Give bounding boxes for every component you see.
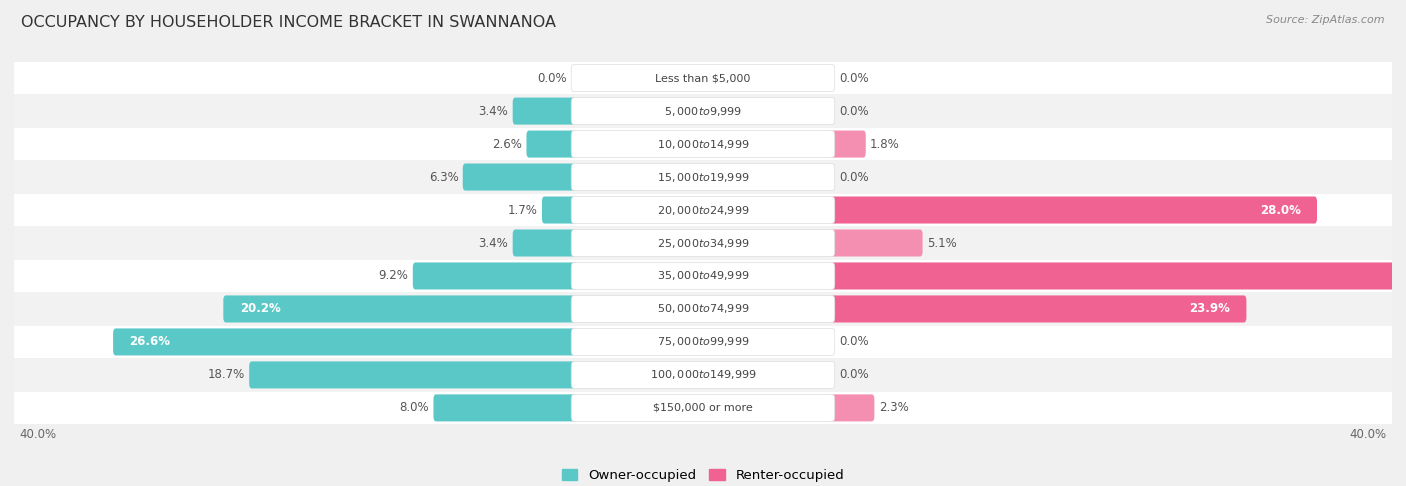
FancyBboxPatch shape: [571, 262, 835, 290]
FancyBboxPatch shape: [571, 394, 835, 421]
Text: $50,000 to $74,999: $50,000 to $74,999: [657, 302, 749, 315]
Text: $35,000 to $49,999: $35,000 to $49,999: [657, 269, 749, 282]
Text: $15,000 to $19,999: $15,000 to $19,999: [657, 171, 749, 184]
Text: 40.0%: 40.0%: [20, 428, 56, 441]
FancyBboxPatch shape: [513, 98, 576, 124]
Text: 3.4%: 3.4%: [478, 237, 509, 249]
Text: OCCUPANCY BY HOUSEHOLDER INCOME BRACKET IN SWANNANOA: OCCUPANCY BY HOUSEHOLDER INCOME BRACKET …: [21, 15, 557, 30]
Text: 23.9%: 23.9%: [1189, 302, 1230, 315]
FancyBboxPatch shape: [830, 229, 922, 257]
FancyBboxPatch shape: [830, 196, 1317, 224]
FancyBboxPatch shape: [14, 260, 1392, 292]
FancyBboxPatch shape: [14, 359, 1392, 391]
Text: 0.0%: 0.0%: [839, 71, 869, 85]
FancyBboxPatch shape: [14, 227, 1392, 259]
FancyBboxPatch shape: [513, 229, 576, 257]
Text: 2.6%: 2.6%: [492, 138, 522, 151]
Text: 3.4%: 3.4%: [478, 104, 509, 118]
FancyBboxPatch shape: [830, 131, 866, 157]
Text: 6.3%: 6.3%: [429, 171, 458, 184]
Text: 1.7%: 1.7%: [508, 204, 537, 217]
FancyBboxPatch shape: [413, 262, 576, 290]
Legend: Owner-occupied, Renter-occupied: Owner-occupied, Renter-occupied: [557, 464, 849, 486]
Text: $75,000 to $99,999: $75,000 to $99,999: [657, 335, 749, 348]
Text: $20,000 to $24,999: $20,000 to $24,999: [657, 204, 749, 217]
Text: $5,000 to $9,999: $5,000 to $9,999: [664, 104, 742, 118]
Text: 0.0%: 0.0%: [839, 104, 869, 118]
FancyBboxPatch shape: [571, 98, 835, 124]
FancyBboxPatch shape: [571, 163, 835, 191]
FancyBboxPatch shape: [571, 65, 835, 92]
FancyBboxPatch shape: [830, 295, 1246, 323]
FancyBboxPatch shape: [112, 329, 576, 355]
FancyBboxPatch shape: [14, 62, 1392, 94]
Text: 0.0%: 0.0%: [839, 171, 869, 184]
FancyBboxPatch shape: [830, 262, 1406, 290]
Text: 5.1%: 5.1%: [927, 237, 956, 249]
FancyBboxPatch shape: [541, 196, 576, 224]
Text: Less than $5,000: Less than $5,000: [655, 73, 751, 83]
FancyBboxPatch shape: [571, 295, 835, 323]
FancyBboxPatch shape: [571, 229, 835, 257]
FancyBboxPatch shape: [14, 392, 1392, 424]
Text: 0.0%: 0.0%: [839, 368, 869, 382]
Text: 0.0%: 0.0%: [839, 335, 869, 348]
Text: 0.0%: 0.0%: [537, 71, 567, 85]
FancyBboxPatch shape: [14, 95, 1392, 127]
FancyBboxPatch shape: [526, 131, 576, 157]
Text: 2.3%: 2.3%: [879, 401, 908, 415]
FancyBboxPatch shape: [14, 128, 1392, 160]
FancyBboxPatch shape: [463, 163, 576, 191]
Text: 1.8%: 1.8%: [870, 138, 900, 151]
FancyBboxPatch shape: [249, 362, 576, 388]
FancyBboxPatch shape: [571, 329, 835, 355]
Text: 26.6%: 26.6%: [129, 335, 170, 348]
FancyBboxPatch shape: [224, 295, 576, 323]
FancyBboxPatch shape: [571, 196, 835, 224]
FancyBboxPatch shape: [14, 194, 1392, 226]
Text: 8.0%: 8.0%: [399, 401, 429, 415]
FancyBboxPatch shape: [14, 161, 1392, 193]
Text: Source: ZipAtlas.com: Source: ZipAtlas.com: [1267, 15, 1385, 25]
Text: $25,000 to $34,999: $25,000 to $34,999: [657, 237, 749, 249]
Text: 9.2%: 9.2%: [378, 269, 409, 282]
FancyBboxPatch shape: [433, 394, 576, 421]
FancyBboxPatch shape: [571, 131, 835, 157]
Text: 28.0%: 28.0%: [1260, 204, 1301, 217]
FancyBboxPatch shape: [830, 394, 875, 421]
Text: 18.7%: 18.7%: [208, 368, 245, 382]
FancyBboxPatch shape: [571, 362, 835, 388]
Text: $150,000 or more: $150,000 or more: [654, 403, 752, 413]
Text: 20.2%: 20.2%: [239, 302, 280, 315]
Text: $100,000 to $149,999: $100,000 to $149,999: [650, 368, 756, 382]
FancyBboxPatch shape: [14, 326, 1392, 358]
FancyBboxPatch shape: [14, 293, 1392, 325]
Text: 40.0%: 40.0%: [1350, 428, 1386, 441]
Text: $10,000 to $14,999: $10,000 to $14,999: [657, 138, 749, 151]
